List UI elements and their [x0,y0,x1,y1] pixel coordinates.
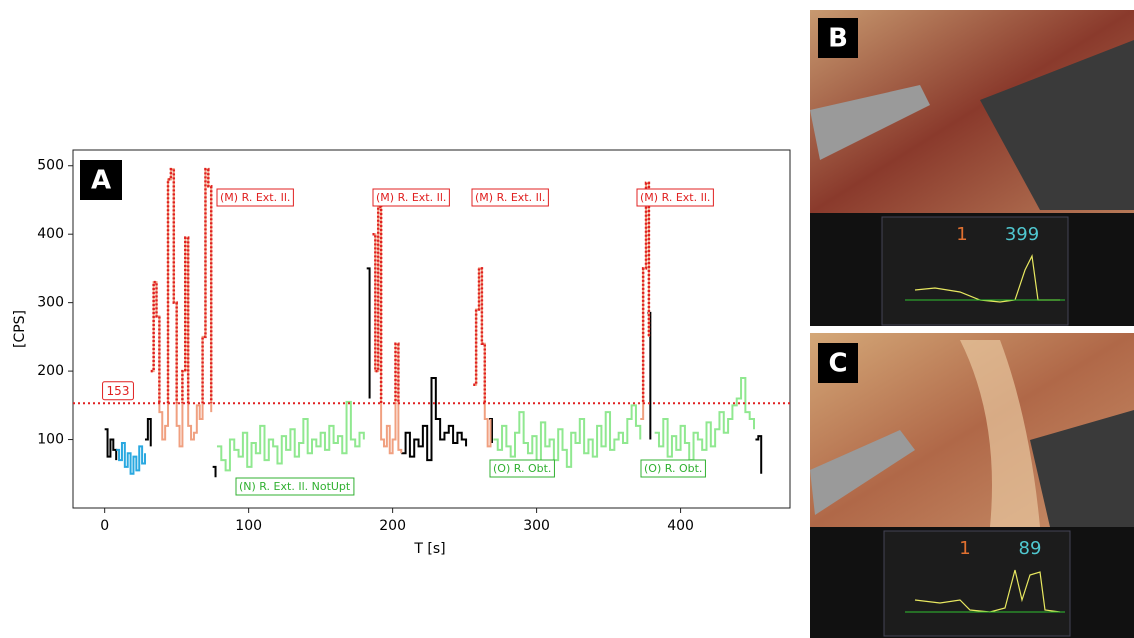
x-tick-label: 0 [100,518,109,534]
y-tick-label: 200 [37,363,64,379]
series-line [489,418,493,443]
annotation: (O) R. Obt. [644,462,702,475]
plot-frame [72,149,791,509]
series-line [216,400,365,472]
series-line [116,441,146,475]
series-line [640,181,650,421]
series-line [473,267,492,448]
panel-label: A [91,166,111,196]
monitor-trace [914,569,1061,613]
annotation: (M) R. Ext. Il. [475,191,545,204]
x-axis-label: T [s] [413,541,445,557]
panel-label: C [828,349,847,379]
annotation-box [640,459,706,478]
annotation-box [235,477,355,496]
series-line [493,404,642,468]
monitor-counts: 1 [956,224,967,245]
annotation-box [471,188,549,207]
photo-panel-c: C 1 89 [810,333,1134,638]
monitor-rate: 89 [1019,538,1042,559]
series-line [372,205,403,455]
series-line [401,376,468,462]
y-tick-label: 100 [37,432,64,448]
x-tick-label: 100 [235,518,262,534]
photo-panel-b: B 1 399 [810,10,1134,326]
threshold-label: 153 [107,384,130,398]
instrument [810,85,930,160]
monitor-counts: 1 [959,538,970,559]
annotation: (M) R. Ext. Il. [376,191,446,204]
series-line [150,168,213,448]
monitor-screen [883,530,1071,637]
monitor-rate: 399 [1005,224,1039,245]
annotation-box [216,188,294,207]
series-line [654,376,756,462]
series-line [212,465,217,478]
series-line [144,418,152,447]
instrument [1030,410,1134,527]
x-tick-label: 300 [523,518,550,534]
annotation-box [489,459,555,478]
y-tick-label: 300 [37,295,64,311]
panel-badge [818,343,858,383]
x-tick-label: 400 [667,518,694,534]
y-tick-label: 500 [37,158,64,174]
annotation-box [372,188,450,207]
series-line [755,435,763,474]
annotation-box [636,188,714,207]
series-line [366,267,371,399]
panel-label: B [828,24,848,54]
annotation: (O) R. Obt. [493,462,551,475]
monitor-screen [881,216,1069,326]
panel-badge [80,160,122,200]
above-threshold-line [641,181,651,404]
threshold-label-box [102,381,134,401]
y-axis-label: [CPS] [12,310,28,348]
tissue [960,340,1040,527]
series-line [104,428,118,461]
x-tick-label: 200 [379,518,406,534]
panel-badge [818,18,858,58]
annotation: (N) R. Ext. Il. NotUpt [239,480,351,493]
instrument [810,430,915,515]
monitor-trace [914,253,1060,303]
above-threshold-line [372,205,400,404]
above-threshold-line [473,267,487,404]
annotation: (M) R. Ext. Il. [640,191,710,204]
annotation: (M) R. Ext. Il. [220,191,290,204]
instrument [980,40,1134,210]
y-tick-label: 400 [37,226,64,242]
